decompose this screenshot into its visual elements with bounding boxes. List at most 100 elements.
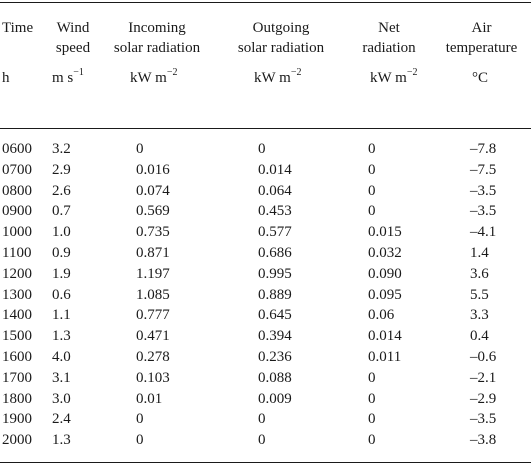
cell-time: 1500 bbox=[2, 328, 32, 345]
unit-net-exponent: −2 bbox=[406, 67, 418, 78]
cell-wind: 0.6 bbox=[52, 286, 71, 303]
table-row: 1400 1.1 0.777 0.645 0.06 3.3 bbox=[0, 305, 531, 326]
cell-air: –4.1 bbox=[470, 224, 497, 241]
cell-air: –3.5 bbox=[470, 203, 497, 220]
cell-net: 0.095 bbox=[368, 286, 402, 303]
cell-time: 1600 bbox=[2, 348, 32, 365]
table-row: 1100 0.9 0.871 0.686 0.032 1.4 bbox=[0, 243, 531, 264]
cell-wind: 3.1 bbox=[52, 369, 71, 386]
cell-air: –0.6 bbox=[470, 348, 497, 365]
cell-wind: 3.0 bbox=[52, 390, 71, 407]
cell-outgoing: 0.088 bbox=[258, 369, 292, 386]
cell-air: –3.5 bbox=[470, 411, 497, 428]
cell-incoming: 0.103 bbox=[136, 369, 170, 386]
cell-outgoing: 0.236 bbox=[258, 348, 292, 365]
header-incoming-line1: Incoming bbox=[128, 20, 186, 36]
cell-wind: 1.3 bbox=[52, 432, 71, 449]
cell-time: 1000 bbox=[2, 224, 32, 241]
table-row: 0800 2.6 0.074 0.064 0 –3.5 bbox=[0, 181, 531, 202]
cell-wind: 1.9 bbox=[52, 265, 71, 282]
table-row: 0900 0.7 0.569 0.453 0 –3.5 bbox=[0, 201, 531, 222]
cell-incoming: 0.777 bbox=[136, 307, 170, 324]
cell-wind: 2.6 bbox=[52, 182, 71, 199]
cell-net: 0 bbox=[368, 369, 376, 386]
cell-outgoing: 0.009 bbox=[258, 390, 292, 407]
unit-net-base: kW m bbox=[370, 70, 407, 86]
cell-net: 0.011 bbox=[368, 348, 402, 365]
cell-outgoing: 0.014 bbox=[258, 161, 292, 178]
cell-time: 0600 bbox=[2, 141, 32, 157]
cell-net: 0 bbox=[368, 141, 376, 157]
cell-time: 1700 bbox=[2, 369, 32, 386]
cell-outgoing: 0.064 bbox=[258, 182, 292, 199]
cell-incoming: 1.197 bbox=[136, 265, 170, 282]
unit-outgoing-base: kW m bbox=[254, 70, 291, 86]
cell-net: 0 bbox=[368, 411, 376, 428]
unit-incoming-base: kW m bbox=[130, 70, 167, 86]
cell-wind: 2.4 bbox=[52, 411, 71, 428]
table-row: 0700 2.9 0.016 0.014 0 –7.5 bbox=[0, 160, 531, 181]
cell-net: 0.014 bbox=[368, 328, 402, 345]
cell-time: 1800 bbox=[2, 390, 32, 407]
unit-net: kW m−2 bbox=[370, 68, 417, 88]
cell-wind: 0.7 bbox=[52, 203, 71, 220]
cell-net: 0 bbox=[368, 203, 376, 220]
cell-outgoing: 0.995 bbox=[258, 265, 292, 282]
unit-wind-exponent: −1 bbox=[73, 67, 84, 78]
header-wind-line2: speed bbox=[55, 40, 91, 56]
cell-incoming: 0.735 bbox=[136, 224, 170, 241]
cell-air: –2.1 bbox=[470, 369, 497, 386]
table-row: 1000 1.0 0.735 0.577 0.015 –4.1 bbox=[0, 222, 531, 243]
unit-incoming: kW m−2 bbox=[130, 68, 177, 88]
unit-wind: m s−1 bbox=[52, 68, 84, 88]
bottom-rule bbox=[0, 462, 531, 463]
table-row: 1200 1.9 1.197 0.995 0.090 3.6 bbox=[0, 264, 531, 285]
cell-wind: 1.3 bbox=[52, 328, 71, 345]
cell-wind: 3.2 bbox=[52, 141, 71, 157]
cell-wind: 2.9 bbox=[52, 161, 71, 178]
header-wind-line1: Wind bbox=[56, 20, 90, 36]
unit-air: °C bbox=[472, 70, 489, 86]
header-outgoing-line2: solar radiation bbox=[237, 40, 325, 56]
cell-time: 0800 bbox=[2, 182, 32, 199]
header-time: Time bbox=[2, 20, 34, 36]
cell-air: 3.6 bbox=[470, 265, 489, 282]
cell-time: 0900 bbox=[2, 203, 32, 220]
cell-air: –3.5 bbox=[470, 182, 497, 199]
cell-incoming: 0.471 bbox=[136, 328, 170, 345]
unit-wind-base: m s bbox=[52, 70, 74, 86]
cell-net: 0 bbox=[368, 390, 376, 407]
header-rule bbox=[0, 128, 531, 129]
table-row: 1800 3.0 0.01 0.009 0 –2.9 bbox=[0, 389, 531, 410]
cell-air: 0.4 bbox=[470, 328, 489, 345]
cell-outgoing: 0.453 bbox=[258, 203, 292, 220]
header-air-line1: Air bbox=[471, 20, 492, 36]
cell-incoming: 0 bbox=[136, 432, 144, 449]
cell-incoming: 0 bbox=[136, 141, 144, 157]
cell-time: 0700 bbox=[2, 161, 32, 178]
cell-time: 2000 bbox=[2, 432, 32, 449]
unit-time: h bbox=[2, 70, 10, 86]
cell-wind: 0.9 bbox=[52, 244, 71, 261]
cell-outgoing: 0 bbox=[258, 432, 266, 449]
cell-wind: 4.0 bbox=[52, 348, 71, 365]
cell-incoming: 0.871 bbox=[136, 244, 170, 261]
cell-air: –2.9 bbox=[470, 390, 497, 407]
cell-net: 0.032 bbox=[368, 244, 402, 261]
table-row: 1900 2.4 0 0 0 –3.5 bbox=[0, 409, 531, 430]
header-net-line1: Net bbox=[378, 20, 400, 36]
cell-air: 5.5 bbox=[470, 286, 489, 303]
table-row: 2000 1.3 0 0 0 –3.8 bbox=[0, 430, 531, 451]
cell-net: 0.090 bbox=[368, 265, 402, 282]
cell-air: –7.8 bbox=[470, 141, 497, 157]
table-row: 1300 0.6 1.085 0.889 0.095 5.5 bbox=[0, 285, 531, 306]
cell-outgoing: 0.577 bbox=[258, 224, 292, 241]
cell-wind: 1.1 bbox=[52, 307, 71, 324]
table-row: 0600 3.2 0 0 0 –7.8 bbox=[0, 139, 531, 160]
cell-incoming: 0.01 bbox=[136, 390, 163, 407]
cell-outgoing: 0.645 bbox=[258, 307, 292, 324]
header-outgoing-line1: Outgoing bbox=[252, 20, 310, 36]
header-incoming-line2: solar radiation bbox=[113, 40, 201, 56]
unit-outgoing: kW m−2 bbox=[254, 68, 301, 88]
cell-net: 0 bbox=[368, 432, 376, 449]
